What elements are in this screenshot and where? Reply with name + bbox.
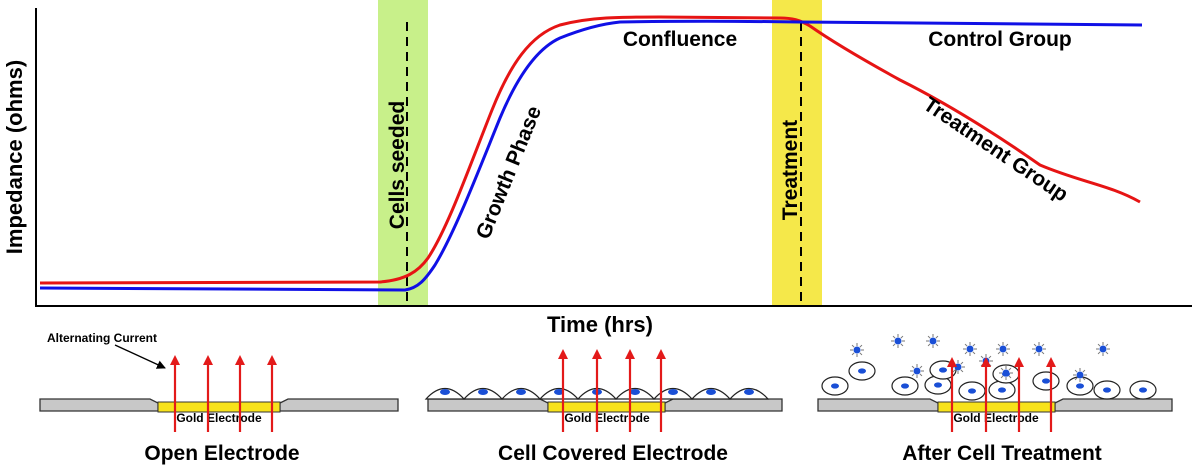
open-electrode-title: Open Electrode bbox=[144, 442, 299, 465]
detached-cell bbox=[821, 376, 849, 396]
cell-nucleus bbox=[1103, 387, 1111, 393]
adherent-cell bbox=[614, 387, 656, 400]
control-group-label: Control Group bbox=[928, 28, 1071, 51]
x-axis-label: Time (hrs) bbox=[547, 312, 653, 337]
adherent-cell bbox=[728, 387, 770, 400]
cell-nucleus bbox=[831, 383, 839, 389]
covered-gold-electrode bbox=[547, 401, 666, 413]
covered-electrode-text: Gold Electrode bbox=[564, 411, 650, 425]
cell-nucleus bbox=[554, 389, 564, 395]
treatment-particle bbox=[1096, 342, 1110, 356]
detached-cell bbox=[848, 361, 876, 381]
adherent-cell bbox=[500, 387, 542, 400]
treated-electrode-panel: Gold Electrode After Cell Treatment bbox=[817, 334, 1173, 465]
treatment-group-label: Treatment Group bbox=[919, 93, 1072, 207]
detached-cell bbox=[958, 381, 986, 401]
cell-nucleus bbox=[1076, 383, 1084, 389]
detached-cell bbox=[1129, 380, 1157, 400]
cell-nucleus bbox=[744, 389, 754, 395]
adherent-cell bbox=[424, 387, 466, 400]
cell-nucleus bbox=[1042, 378, 1050, 384]
adherent-cell bbox=[690, 387, 732, 400]
treatment-particle bbox=[999, 366, 1013, 380]
cells-seeded-label: Cells seeded bbox=[386, 101, 409, 229]
cell-nucleus bbox=[1139, 387, 1147, 393]
treatment-particles bbox=[850, 334, 1110, 382]
treatment-particle bbox=[850, 343, 864, 357]
detached-cell bbox=[1093, 380, 1121, 400]
detached-cell bbox=[1032, 371, 1060, 391]
open-electrode-panel: Alternating Current Gold Electrode Open … bbox=[39, 331, 399, 465]
adherent-cell bbox=[652, 387, 694, 400]
open-electrode-text: Gold Electrode bbox=[176, 411, 262, 425]
covered-current-arrows bbox=[558, 349, 666, 432]
cell-nucleus bbox=[516, 389, 526, 395]
cell-nucleus bbox=[998, 387, 1006, 393]
detached-cell bbox=[1066, 376, 1094, 396]
treatment-particle bbox=[1032, 342, 1046, 356]
confluence-label: Confluence bbox=[623, 28, 737, 51]
open-current-arrows bbox=[170, 355, 277, 432]
treatment-particle bbox=[996, 342, 1010, 356]
treatment-particle bbox=[891, 334, 905, 348]
alternating-current-pointer bbox=[114, 344, 166, 369]
cell-nucleus bbox=[901, 383, 909, 389]
cell-nucleus bbox=[934, 382, 942, 388]
treated-electrode-text: Gold Electrode bbox=[953, 411, 1039, 425]
cell-nucleus bbox=[478, 389, 488, 395]
treated-gold-electrode bbox=[937, 401, 1056, 413]
treated-current-arrows bbox=[947, 357, 1056, 432]
adherent-cell bbox=[462, 387, 504, 400]
detached-cells bbox=[821, 360, 1157, 401]
growth-phase-label: Growth Phase bbox=[472, 103, 546, 243]
cell-nucleus bbox=[858, 368, 866, 374]
cell-nucleus bbox=[939, 367, 947, 373]
cell-nucleus bbox=[968, 388, 976, 394]
detached-cell bbox=[988, 380, 1016, 400]
covered-electrode-panel: Gold Electrode Cell Covered Electrode bbox=[424, 349, 783, 465]
cell-nucleus bbox=[668, 389, 678, 395]
control-group-line bbox=[39, 19, 1143, 292]
treatment-label: Treatment bbox=[779, 120, 802, 220]
treated-electrode-title: After Cell Treatment bbox=[902, 442, 1102, 465]
treatment-particle bbox=[926, 334, 940, 348]
covered-electrode-title: Cell Covered Electrode bbox=[498, 442, 728, 465]
treatment-particle bbox=[963, 342, 977, 356]
detached-cell bbox=[891, 376, 919, 396]
cell-nucleus bbox=[630, 389, 640, 395]
treatment-band bbox=[772, 0, 822, 306]
cells-seeded-band bbox=[378, 0, 428, 306]
cell-nucleus bbox=[440, 389, 450, 395]
open-gold-electrode bbox=[157, 401, 281, 413]
treatment-particle bbox=[1073, 368, 1087, 382]
treatment-group-line bbox=[39, 15, 1141, 285]
alternating-current-label: Alternating Current bbox=[47, 331, 157, 345]
y-axis-label: Impedance (ohms) bbox=[2, 60, 27, 254]
cell-nucleus bbox=[706, 389, 716, 395]
treatment-particle bbox=[910, 364, 924, 378]
adherent-cell bbox=[538, 387, 580, 400]
